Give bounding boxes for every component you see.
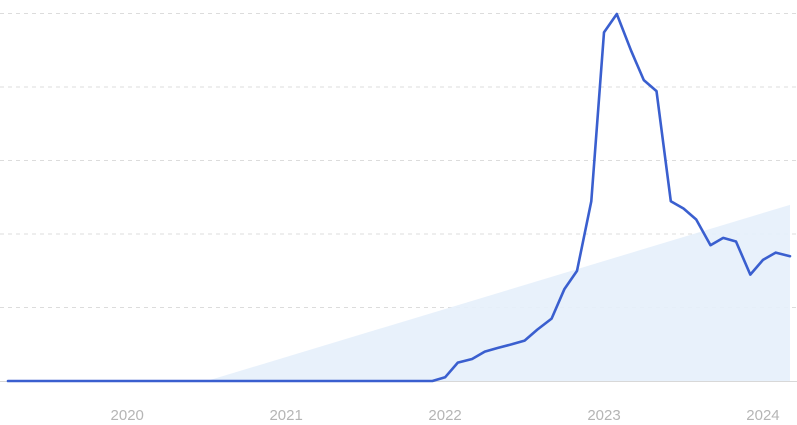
trend-area [206, 204, 791, 381]
x-tick-label: 2021 [269, 407, 302, 424]
trend-area-group [206, 204, 791, 381]
series-group [6, 12, 792, 383]
x-tick-label: 2024 [746, 407, 779, 424]
x-tick-label: 2023 [587, 407, 620, 424]
x-tick-label: 2020 [111, 407, 144, 424]
series-line [6, 12, 792, 383]
x-axis-ticks: 2020 2021 2022 2023 2024 [111, 407, 780, 424]
x-tick-label: 2022 [428, 407, 461, 424]
